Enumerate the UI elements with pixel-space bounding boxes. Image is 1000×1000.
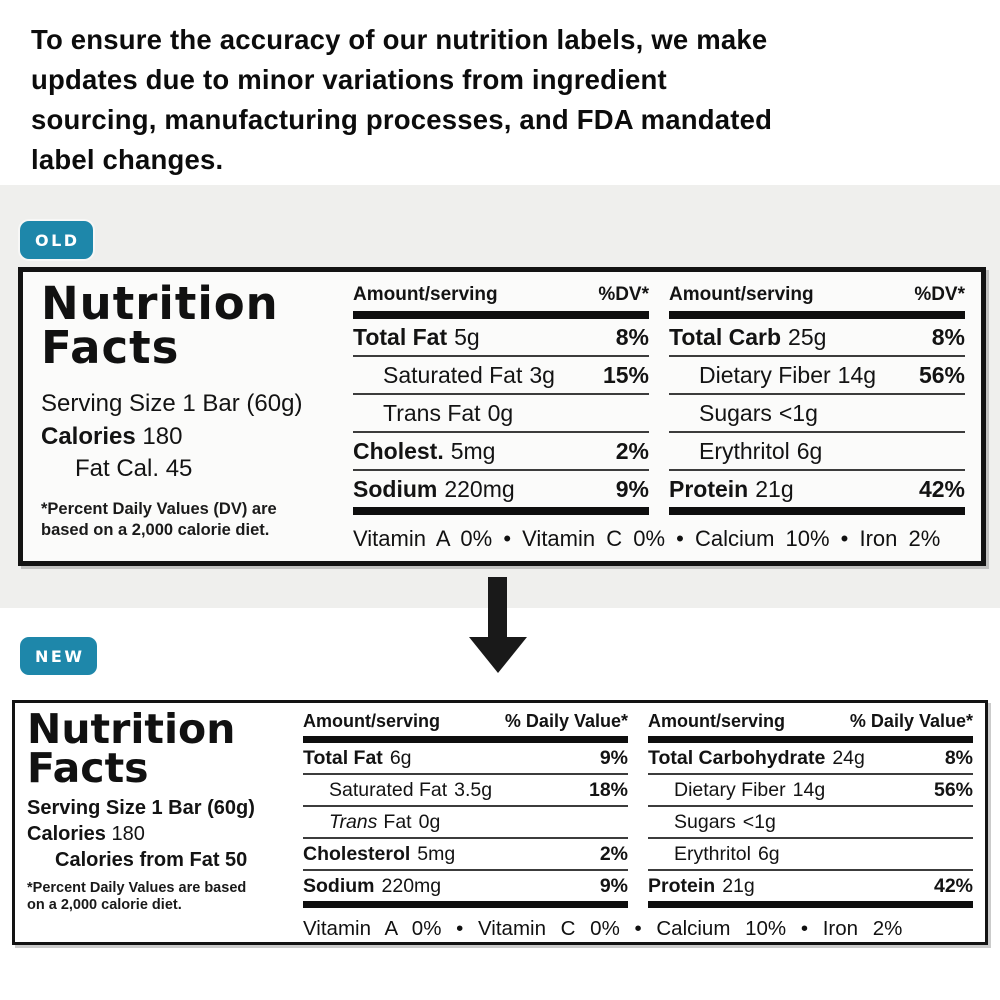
new-nutrient-columns: Amount/serving % Daily Value* Total Fat … xyxy=(303,710,973,908)
intro-line-4: label changes. xyxy=(31,144,224,175)
old-footnote-line2: based on a 2,000 calorie diet. xyxy=(41,521,270,539)
old-title: Nutrition Facts xyxy=(41,277,353,374)
new-left-column-header: Amount/serving % Daily Value* xyxy=(303,711,628,732)
new-right-dv-header: % Daily Value* xyxy=(849,711,973,731)
old-left-nutrient-column: Amount/serving %DV* Total Fat 5g 8% Satu… xyxy=(353,282,649,515)
old-right-amount-header: Amount/serving xyxy=(669,284,814,305)
old-label-left-column: Nutrition Facts Serving Size 1 Bar (60g)… xyxy=(41,277,353,553)
divider-thick xyxy=(353,507,649,515)
old-calories: Calories 180 xyxy=(41,423,353,451)
new-vitamins-line: Vitamin A 0% • Vitamin C 0% • Calcium 10… xyxy=(303,917,903,940)
divider-thick xyxy=(669,507,965,515)
old-row-trans-fat: Trans Fat 0g xyxy=(353,395,649,433)
old-left-dv-header: %DV* xyxy=(598,284,649,305)
new-right-nutrient-column: Amount/serving % Daily Value* Total Carb… xyxy=(648,710,973,908)
new-row-trans-fat: Trans Fat 0g xyxy=(303,807,628,839)
new-row-total-carbohydrate: Total Carbohydrate 24g 8% xyxy=(648,743,973,775)
old-row-protein: Protein 21g 42% xyxy=(669,476,965,502)
new-row-total-fat: Total Fat 6g 9% xyxy=(303,743,628,775)
divider-thick xyxy=(669,311,965,319)
new-left-amount-header: Amount/serving xyxy=(303,711,441,731)
old-right-column-header: Amount/serving %DV* xyxy=(669,284,965,306)
new-title: Nutrition Facts xyxy=(27,705,303,792)
new-calories-value: 180 xyxy=(111,823,145,845)
old-row-sodium: Sodium 220mg 9% xyxy=(353,476,649,502)
new-row-dietary-fiber: Dietary Fiber 14g 56% xyxy=(648,775,973,807)
new-title-line2: Facts xyxy=(27,744,149,792)
new-left-dv-header: % Daily Value* xyxy=(504,711,628,731)
divider-thick xyxy=(353,311,649,319)
old-badge: OLD xyxy=(20,221,93,259)
divider-thick xyxy=(648,901,973,908)
intro-line-2: updates due to minor variations from ing… xyxy=(31,64,667,95)
old-right-nutrient-column: Amount/serving %DV* Total Carb 25g 8% Di… xyxy=(669,282,965,515)
new-badge: NEW xyxy=(20,637,98,675)
old-row-saturated-fat: Saturated Fat 3g 15% xyxy=(353,357,649,395)
old-row-dietary-fiber: Dietary Fiber 14g 56% xyxy=(669,357,965,395)
old-right-dv-header: %DV* xyxy=(914,284,965,305)
new-calories-from-fat: Calories from Fat 50 xyxy=(55,849,248,871)
new-row-cholesterol: Cholesterol 5mg 2% xyxy=(303,839,628,871)
old-nutrition-label: Nutrition Facts Serving Size 1 Bar (60g)… xyxy=(18,267,986,566)
down-arrow-icon xyxy=(469,637,527,673)
old-calories-value: 180 xyxy=(142,423,183,450)
intro-disclaimer: To ensure the accuracy of our nutrition … xyxy=(31,20,981,180)
new-footnote-line1: *Percent Daily Values are based xyxy=(27,880,247,896)
new-calories-label: Calories xyxy=(27,823,106,845)
old-nutrient-columns: Amount/serving %DV* Total Fat 5g 8% Satu… xyxy=(353,282,965,515)
new-row-protein: Protein 21g 42% xyxy=(648,875,973,897)
divider-thick xyxy=(303,901,628,908)
new-row-sodium: Sodium 220mg 9% xyxy=(303,875,628,897)
new-label-left-column: Nutrition Facts Serving Size 1 Bar (60g)… xyxy=(27,705,303,936)
old-row-total-fat: Total Fat 5g 8% xyxy=(353,319,649,357)
old-row-total-carb: Total Carb 25g 8% xyxy=(669,319,965,357)
old-title-line2: Facts xyxy=(41,321,180,374)
old-left-amount-header: Amount/serving xyxy=(353,284,498,305)
divider-thick xyxy=(303,736,628,743)
new-footnote: *Percent Daily Values are based on a 2,0… xyxy=(27,880,303,914)
intro-line-1: To ensure the accuracy of our nutrition … xyxy=(31,24,768,55)
old-row-cholesterol: Cholest. 5mg 2% xyxy=(353,433,649,471)
intro-line-3: sourcing, manufacturing processes, and F… xyxy=(31,104,773,135)
new-nutrition-label: Nutrition Facts Serving Size 1 Bar (60g)… xyxy=(12,700,988,945)
new-title-line1: Nutrition xyxy=(27,705,236,753)
divider-thick xyxy=(648,736,973,743)
new-label-nutrients: Amount/serving % Daily Value* Total Fat … xyxy=(303,710,973,940)
new-calories: Calories 180 xyxy=(27,823,303,846)
new-right-column-header: Amount/serving % Daily Value* xyxy=(648,711,973,732)
old-footnote: *Percent Daily Values (DV) are based on … xyxy=(41,499,353,541)
old-left-column-header: Amount/serving %DV* xyxy=(353,284,649,306)
old-calories-label: Calories xyxy=(41,423,136,450)
new-left-nutrient-column: Amount/serving % Daily Value* Total Fat … xyxy=(303,710,628,908)
new-row-sugars: Sugars <1g xyxy=(648,807,973,839)
old-row-sugars: Sugars <1g xyxy=(669,395,965,433)
new-right-amount-header: Amount/serving xyxy=(648,711,786,731)
old-row-erythritol: Erythritol 6g xyxy=(669,433,965,471)
new-footnote-line2: on a 2,000 calorie diet. xyxy=(27,897,182,913)
old-title-line1: Nutrition xyxy=(41,277,279,330)
old-label-nutrients: Amount/serving %DV* Total Fat 5g 8% Satu… xyxy=(353,282,965,553)
old-fat-calories: Fat Cal. 45 xyxy=(75,455,193,482)
new-serving-size: Serving Size 1 Bar (60g) xyxy=(27,797,255,819)
new-row-saturated-fat: Saturated Fat 3.5g 18% xyxy=(303,775,628,807)
down-arrow-icon xyxy=(488,577,507,639)
old-vitamins-line: Vitamin A 0% • Vitamin C 0% • Calcium 10… xyxy=(353,526,941,551)
old-serving-size: Serving Size 1 Bar (60g) xyxy=(41,390,303,417)
new-row-erythritol: Erythritol 6g xyxy=(648,839,973,871)
old-footnote-line1: *Percent Daily Values (DV) are xyxy=(41,500,277,518)
